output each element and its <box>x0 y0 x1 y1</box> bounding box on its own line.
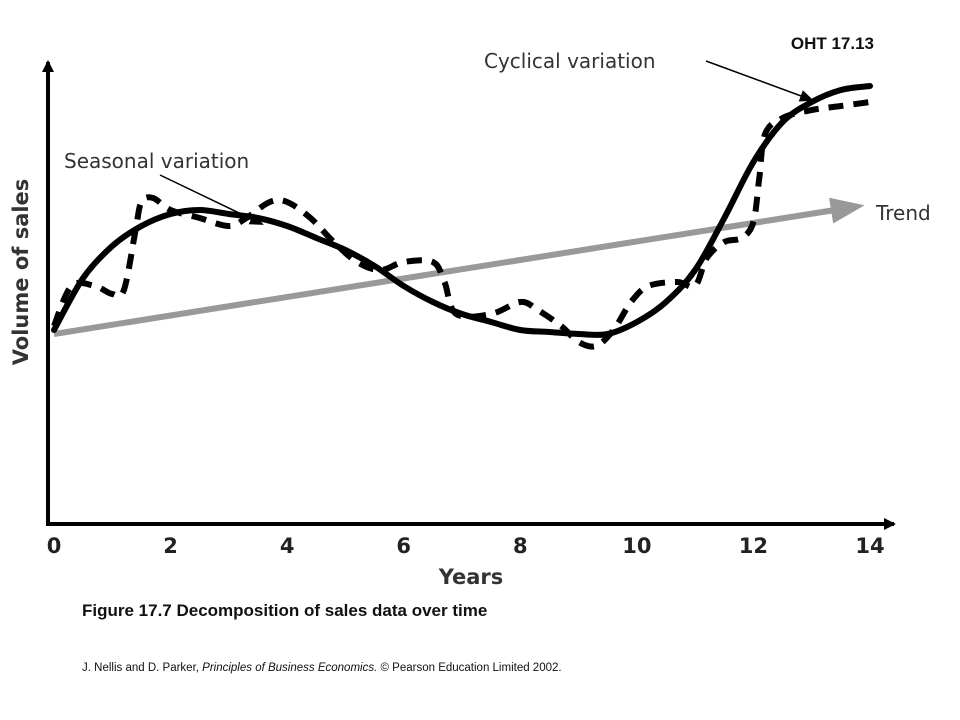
x-tick-label: 8 <box>513 534 528 558</box>
seasonal-variation-line <box>51 99 871 350</box>
x-tick-label: 0 <box>47 534 62 558</box>
y-axis-title: Volume of sales <box>9 179 33 366</box>
seasonal-variation-label: Seasonal variation <box>64 149 249 173</box>
slide-id: OHT 17.13 <box>790 34 874 53</box>
x-tick-label: 6 <box>396 534 411 558</box>
x-tick-label: 14 <box>855 534 884 558</box>
x-tick-label: 12 <box>739 534 768 558</box>
source-citation: J. Nellis and D. Parker, Principles of B… <box>82 662 562 674</box>
x-tick-labels: 0 2 4 6 8 10 12 14 <box>47 534 885 558</box>
source-book: Principles of Business Economics. <box>202 662 378 674</box>
source-authors: J. Nellis and D. Parker, <box>82 662 203 674</box>
cyclical-variation-label: Cyclical variation <box>484 49 656 73</box>
cyclical-variation-pointer <box>705 60 814 102</box>
figure-caption: Figure 17.7 Decomposition of sales data … <box>82 601 488 620</box>
x-axis-title: Years <box>438 565 504 589</box>
trend-line <box>53 197 865 337</box>
x-tick-label: 10 <box>622 534 651 558</box>
x-tick-label: 2 <box>163 534 178 558</box>
x-tick-label: 4 <box>280 534 295 558</box>
cyclical-variation-line <box>51 83 873 338</box>
trend-label: Trend <box>875 201 931 225</box>
source-copyright: © Pearson Education Limited 2002. <box>377 662 562 674</box>
seasonal-variation-pointer <box>159 174 264 225</box>
